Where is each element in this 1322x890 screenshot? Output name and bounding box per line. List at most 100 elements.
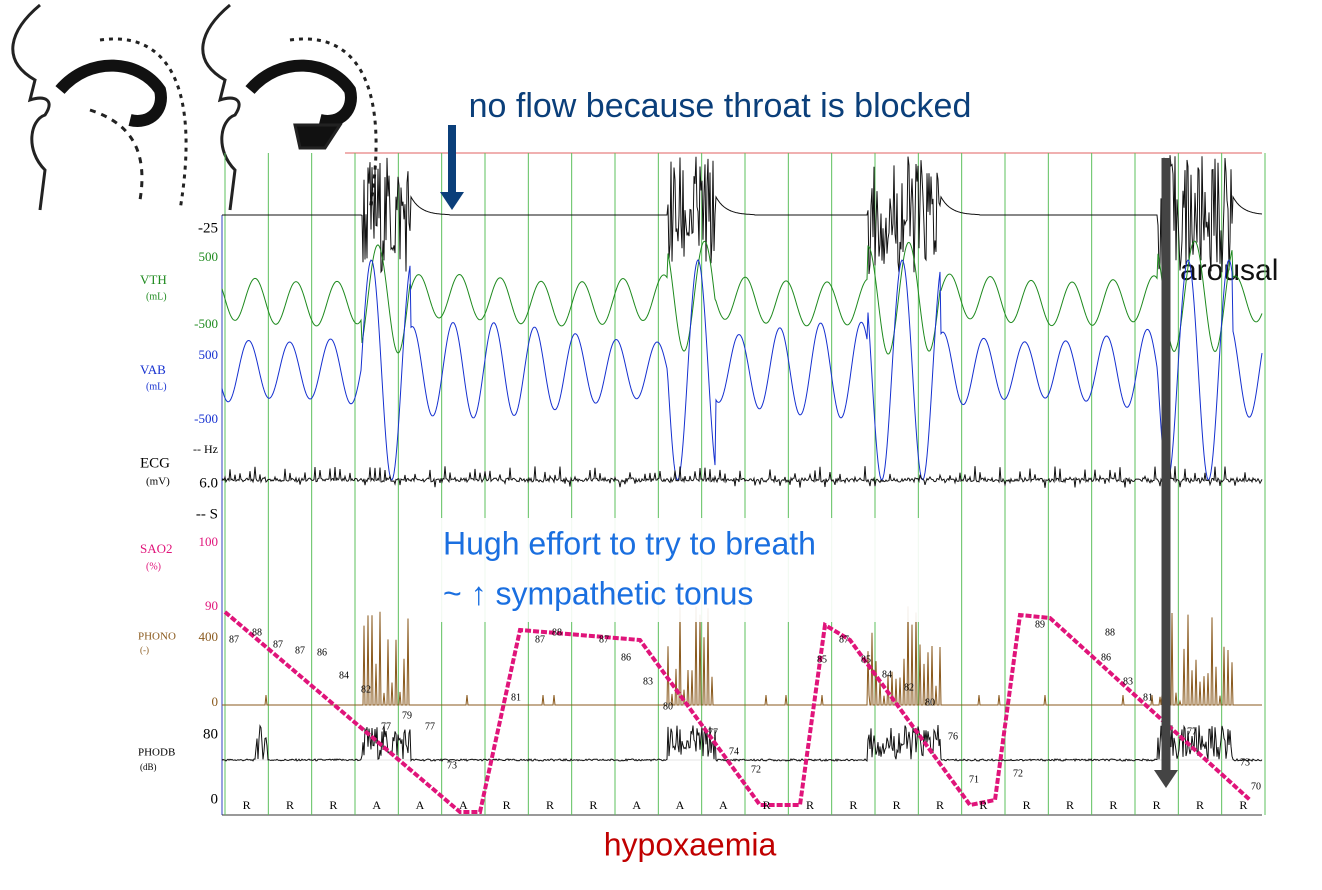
sao2-label: 85 — [817, 654, 827, 665]
channel-name: VAB — [140, 362, 166, 377]
epoch-label: R — [589, 798, 597, 812]
sao2-label: 87 — [535, 634, 545, 645]
sao2-label: 83 — [1123, 676, 1133, 687]
scale-label: 80 — [203, 726, 218, 742]
sao2-label: 87 — [599, 634, 609, 645]
sao2-trace — [225, 612, 1250, 812]
sao2-label: 77 — [381, 721, 391, 732]
sao2-label: 77 — [1187, 726, 1197, 737]
sao2-label: 84 — [882, 669, 892, 680]
epoch-label: R — [503, 798, 511, 812]
epoch-label: R — [546, 798, 554, 812]
scale-label: -500 — [194, 411, 218, 426]
sao2-label: 72 — [751, 764, 761, 775]
sao2-label: 85 — [861, 654, 871, 665]
sao2-label: 79 — [402, 710, 412, 721]
sao2-label: 88 — [1105, 627, 1115, 638]
sao2-label: 81 — [511, 692, 521, 703]
sao2-label: 77 — [425, 721, 435, 732]
sao2-label: 80 — [925, 697, 935, 708]
sao2-label: 88 — [252, 627, 262, 638]
sao2-label: 87 — [295, 645, 305, 656]
sao2-label: 74 — [729, 746, 739, 757]
ecg-trace — [222, 466, 1262, 488]
channel-unit: (%) — [146, 561, 161, 572]
epoch-label: R — [1023, 798, 1031, 812]
channel-name: PHODB — [138, 747, 175, 759]
channel-unit: (mL) — [146, 291, 167, 302]
sao2-label: 86 — [1101, 652, 1111, 663]
scale-label: -25 — [198, 220, 218, 236]
scale-label: -- S — [196, 506, 218, 522]
scale-label: 500 — [199, 249, 219, 264]
sao2-label: 76 — [948, 731, 958, 742]
scale-label: 100 — [199, 534, 219, 549]
recording: 87 88 87 87 86 84 82 79 77 77 73 81 87 88 87 86 83 80 77 74… — [222, 153, 1265, 815]
epoch-label: R — [849, 798, 857, 812]
epoch-label: A — [632, 798, 641, 812]
epoch-label: R — [893, 798, 901, 812]
annotation: no flow because throat is blocked — [469, 87, 972, 125]
sao2-label: 89 — [1035, 619, 1045, 630]
sao2-label: 71 — [969, 774, 979, 785]
sao2-label: 72 — [1013, 768, 1023, 779]
channel-unit: (mL) — [146, 381, 167, 392]
epoch-label: R — [286, 798, 294, 812]
scale-label: -500 — [194, 316, 218, 331]
scale-label: -- Hz — [193, 442, 218, 456]
epoch-label: R — [243, 798, 251, 812]
epoch-label: A — [676, 798, 685, 812]
epoch-label: A — [372, 798, 381, 812]
effort-box: Hugh effort to try to breath ~ ↑ sympathe… — [428, 518, 948, 622]
sao2-label: 83 — [643, 676, 653, 687]
channel-unit: (dB) — [140, 762, 157, 772]
epoch-label: R — [979, 798, 987, 812]
channel-name: PHONO — [138, 631, 176, 643]
sao2-label: 81 — [1143, 692, 1153, 703]
epoch-label: R — [763, 798, 771, 812]
arrow-head — [440, 192, 464, 210]
scale-label: 400 — [199, 629, 219, 644]
sao2-label: 80 — [663, 701, 673, 712]
scale-label: 0 — [212, 694, 219, 709]
epoch-label: A — [416, 798, 425, 812]
scale-label: 0 — [211, 791, 219, 807]
epoch-label: A — [459, 798, 468, 812]
annotation: ~ ↑ sympathetic tonus — [443, 575, 753, 611]
epoch-label: R — [1153, 798, 1161, 812]
flow-trace — [222, 155, 1262, 274]
epoch-label: R — [1109, 798, 1117, 812]
sao2-label: 73 — [1240, 757, 1250, 768]
scale-label: 6.0 — [199, 475, 218, 491]
sao2-label: 84 — [339, 670, 349, 681]
channel-name: VTH — [140, 272, 167, 287]
sao2-label: 73 — [447, 760, 457, 771]
epoch-label: R — [1196, 798, 1204, 812]
sao2-label: 87 — [839, 634, 849, 645]
sao2-label: 88 — [552, 627, 562, 638]
scale-label: 90 — [205, 598, 218, 613]
sao2-label: 82 — [904, 682, 914, 693]
channel-unit: (mV) — [146, 476, 170, 488]
sao2-label: 82 — [361, 684, 371, 695]
sao2-label: 77 — [708, 727, 718, 738]
epoch-label: R — [936, 798, 944, 812]
annotation: Hugh effort to try to breath — [443, 525, 816, 561]
epoch-label: A — [719, 798, 728, 812]
epoch-label: R — [1239, 798, 1247, 812]
channel-name: SAO2 — [140, 541, 173, 556]
epoch-label: R — [1066, 798, 1074, 812]
sao2-label: 87 — [229, 634, 239, 645]
sao2-label: 70 — [1251, 781, 1261, 792]
epoch-label: R — [806, 798, 814, 812]
scale-label: 500 — [199, 347, 219, 362]
sao2-label: 86 — [317, 647, 327, 658]
airway-illustration — [13, 5, 376, 210]
slide: no flow because throat is blocked arousa… — [0, 0, 1322, 890]
channel-unit: (-) — [140, 645, 149, 655]
annotation: hypoxaemia — [604, 826, 777, 862]
arrow-head — [1154, 770, 1178, 788]
sao2-label: 87 — [273, 639, 283, 650]
epoch-label: R — [329, 798, 337, 812]
sao2-label: 86 — [621, 652, 631, 663]
